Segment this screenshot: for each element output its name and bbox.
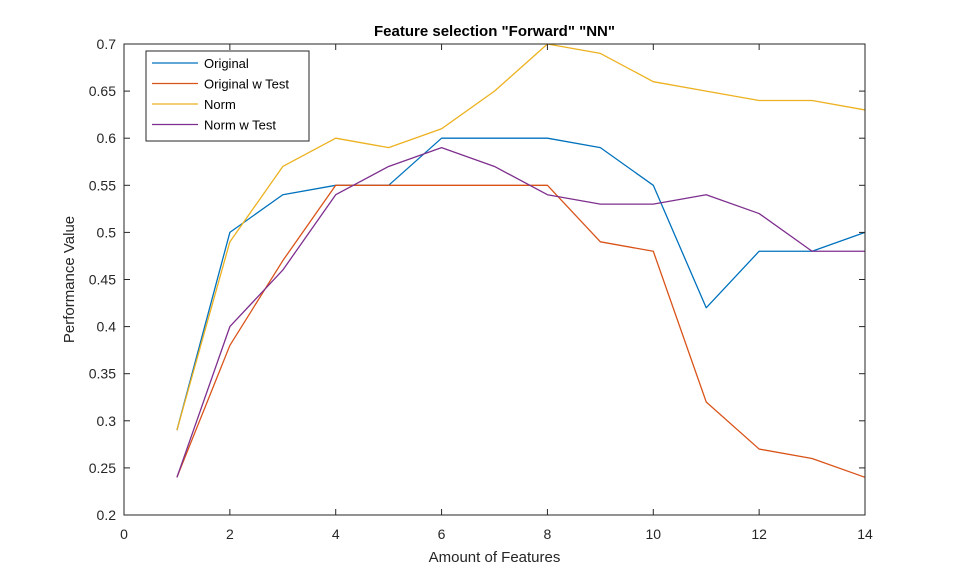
legend-label: Original [204,56,249,71]
series-layer [176,43,866,478]
legend-label: Norm w Test [204,118,276,133]
y-tick-label: 0.65 [89,83,116,99]
x-tick-label: 2 [226,526,234,542]
x-tick-label: 10 [645,526,661,542]
x-tick-label: 6 [438,526,446,542]
x-axis-label: Amount of Features [429,549,561,566]
series-line-3 [176,43,866,431]
legend-label: Norm [204,97,236,112]
y-axis-label: Performance Value [61,216,78,343]
y-tick-label: 0.7 [97,36,117,52]
y-tick-label: 0.55 [89,177,116,193]
x-tick-label: 12 [751,526,767,542]
y-tick-label: 0.2 [97,507,117,523]
x-tick-label: 4 [332,526,340,542]
chart-title: Feature selection "Forward" "NN" [374,23,615,40]
axes-layer: 0 2 4 6 8 10 12 14 0.2 0.25 0.3 0.35 0.4 0.45 0.5 0.55 0… [89,36,873,542]
y-tick-label: 0.45 [89,272,116,288]
legend: Original Original w Test Norm Norm w Test [145,50,310,142]
y-tick-label: 0.25 [89,460,116,476]
y-tick-label: 0.4 [97,319,117,335]
y-tick-label: 0.6 [97,130,117,146]
x-tick-label: 0 [120,526,128,542]
y-tick-label: 0.35 [89,366,116,382]
y-tick-label: 0.3 [97,413,117,429]
series-line-1 [176,137,866,431]
x-tick-label: 14 [857,526,873,542]
legend-label: Original w Test [204,77,289,92]
series-line-2 [176,184,866,478]
y-tick-label: 0.5 [97,224,117,240]
series-line-4 [176,146,865,478]
legend-box [145,50,310,142]
x-tick-label: 8 [544,526,552,542]
